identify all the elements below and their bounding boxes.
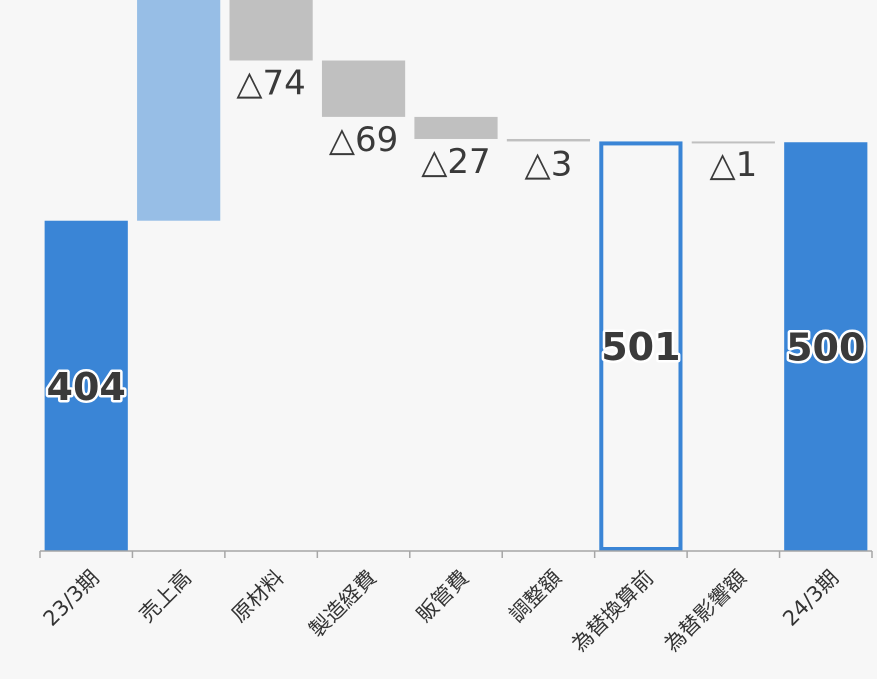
x-tick-label: 24/3期: [778, 566, 843, 631]
data-label: △27: [421, 142, 490, 182]
x-tick-label: 販管費: [412, 566, 474, 628]
bar-increase: [137, 0, 221, 221]
x-tick-label: 調整額: [504, 566, 566, 628]
x-tick-label: 原材料: [227, 566, 289, 628]
data-label: △74: [236, 63, 305, 103]
bar-total: [44, 220, 128, 552]
data-label: 500: [786, 326, 865, 370]
x-tick-label: 23/3期: [39, 566, 104, 631]
x-tick-label: 製造経費: [305, 566, 381, 642]
data-label: 404: [47, 365, 126, 409]
bar-total-outline: [599, 141, 683, 552]
bar-decrease: [321, 60, 406, 117]
data-label: △3: [525, 144, 573, 184]
bar-decrease: [414, 116, 498, 139]
data-label: 501: [601, 325, 680, 369]
bar-total: [784, 142, 868, 552]
x-tick-label: 売上高: [135, 566, 197, 628]
x-tick-label: 為替換算前: [567, 566, 658, 657]
bar-decrease: [691, 141, 775, 144]
x-tick-label: 為替影響額: [660, 566, 751, 657]
bar-decrease: [506, 138, 591, 142]
data-label: △69: [329, 120, 398, 160]
bar-decrease: [229, 0, 313, 61]
data-label: △1: [709, 145, 757, 185]
